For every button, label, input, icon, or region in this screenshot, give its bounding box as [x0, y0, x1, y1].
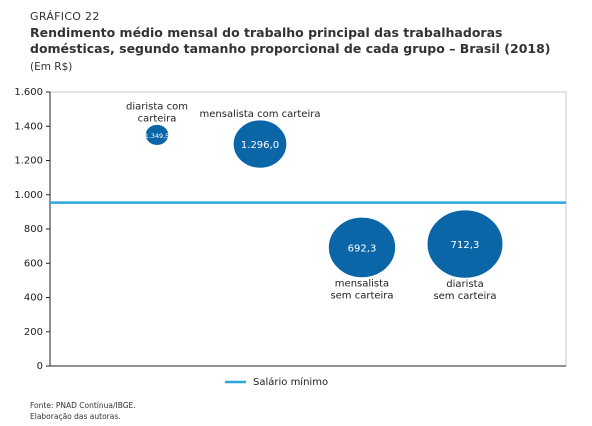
y-tick-label: 1.600: [14, 87, 43, 98]
bubble-label: sem carteira: [330, 291, 393, 302]
y-tick-label: 600: [24, 258, 43, 269]
bubble: [327, 216, 397, 279]
y-tick-label: 400: [24, 293, 43, 304]
y-tick-label: 0: [37, 361, 43, 372]
bubble-label: diarista: [446, 279, 483, 290]
bubble-label: mensalista: [335, 279, 389, 290]
y-tick-label: 1.400: [14, 121, 43, 132]
bubble-label: diarista com: [126, 101, 188, 112]
source-note: Fonte: PNAD Contínua/IBGE.: [30, 401, 136, 410]
value-label: 712,3: [451, 240, 480, 251]
y-tick-label: 200: [24, 327, 43, 338]
value-label: 1.296,0: [241, 140, 279, 151]
chart-title: Rendimento médio mensal do trabalho prin…: [30, 25, 551, 56]
kicker: GRÁFICO 22: [30, 10, 100, 23]
legend-label: Salário mínimo: [253, 376, 328, 388]
y-tick-label: 1.200: [14, 156, 43, 167]
bubble: [232, 119, 288, 169]
y-tick-label: 1.000: [14, 190, 43, 201]
bubble-label: carteira: [138, 113, 177, 124]
bubble: [426, 209, 504, 279]
chart-subtitle: (Em R$): [30, 61, 73, 73]
value-label: 692,3: [348, 243, 377, 254]
bubble: [144, 123, 170, 146]
author-note: Elaboração das autoras.: [30, 412, 121, 421]
bubble-label: mensalista com carteira: [200, 109, 321, 120]
y-tick-label: 800: [24, 224, 43, 235]
value-label: 1.349,5: [145, 132, 170, 140]
bubble-label: sem carteira: [433, 291, 496, 302]
